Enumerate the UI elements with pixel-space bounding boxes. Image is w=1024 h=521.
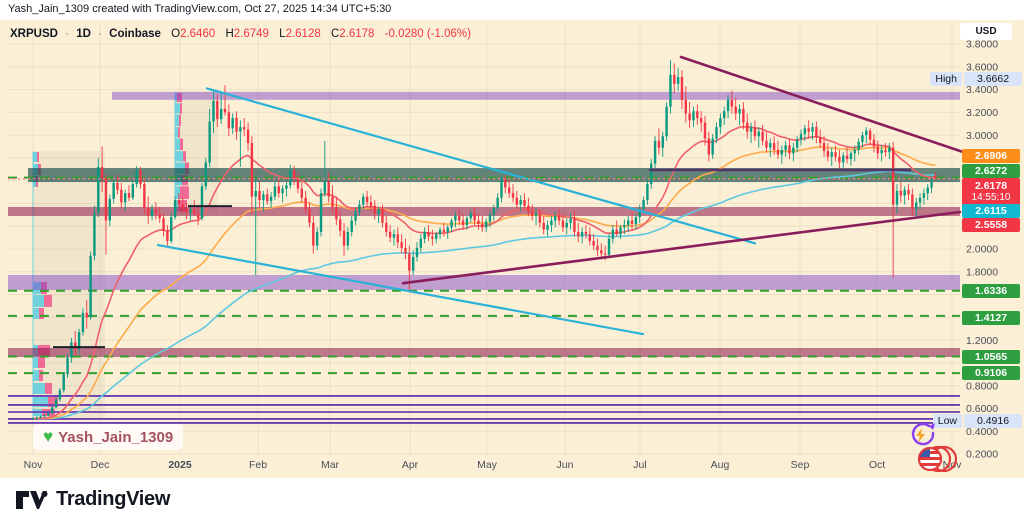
volume-profiles — [32, 91, 218, 419]
svg-text:0.6000: 0.6000 — [966, 403, 998, 415]
svg-text:Feb: Feb — [249, 459, 267, 471]
footer-bar: TradingView — [0, 478, 1024, 521]
last-price-label: 2.6178 14:55:10 — [962, 178, 1020, 206]
user-watermark-name: Yash_Jain_1309 — [58, 428, 174, 446]
svg-text:0.8000: 0.8000 — [966, 380, 998, 392]
legend-separator: · — [98, 28, 102, 40]
svg-text:Mar: Mar — [321, 459, 340, 471]
bar-countdown: 14:55:10 — [971, 192, 1011, 203]
open-label: O — [171, 28, 181, 40]
svg-text:1.8000: 1.8000 — [966, 266, 998, 278]
candlesticks — [31, 59, 937, 420]
level-2-price-label: 1.4127 — [962, 311, 1020, 325]
tradingview-brand-text[interactable]: TradingView — [56, 488, 171, 510]
symbol-legend[interactable]: XRPUSD · 1D · Coinbase O2.6460 H2.6749 L… — [10, 28, 471, 40]
low-label: L — [279, 28, 286, 40]
exchange-label: Coinbase — [109, 28, 161, 40]
low-marker-value: 0.4916 — [964, 414, 1022, 428]
low-value: 2.6128 — [285, 28, 321, 40]
interval-label[interactable]: 1D — [76, 28, 91, 40]
svg-text:2025: 2025 — [168, 459, 192, 471]
chart-grid — [8, 24, 960, 455]
ma-slow-price-label: 2.6115 — [962, 204, 1020, 218]
high-marker-label: High — [930, 72, 962, 86]
svg-text:0.4000: 0.4000 — [966, 426, 998, 438]
svg-text:Jun: Jun — [557, 459, 574, 471]
high-marker: High 3.6662 — [930, 72, 1022, 86]
high-label: H — [225, 28, 234, 40]
price-zone-bands — [8, 91, 960, 357]
axis-labels: 3.80003.60003.40003.20003.00002.20002.00… — [24, 39, 999, 471]
moving-average-lines — [32, 125, 936, 420]
trendline-drawings — [53, 55, 965, 349]
svg-text:1.2000: 1.2000 — [966, 335, 998, 347]
svg-text:Sep: Sep — [791, 459, 810, 471]
svg-text:May: May — [477, 459, 498, 471]
last-price-value: 2.6178 — [974, 180, 1008, 192]
level-4-price-label: 0.9106 — [962, 366, 1020, 380]
low-marker-label: Low — [932, 414, 962, 428]
attribution-text: Yash_Jain_1309 created with TradingView.… — [8, 3, 392, 15]
svg-text:3.0000: 3.0000 — [966, 130, 998, 142]
high-value: 2.6749 — [233, 28, 269, 40]
svg-text:Aug: Aug — [711, 459, 730, 471]
close-label: C — [330, 28, 340, 40]
user-watermark: ♥ Yash_Jain_1309 — [33, 424, 184, 450]
energy-swap-sticker-icon[interactable] — [911, 422, 935, 446]
svg-text:Apr: Apr — [402, 459, 419, 471]
green-level-price-label: 2.6272 — [962, 164, 1020, 178]
low-marker: Low 0.4916 — [932, 414, 1022, 428]
svg-text:Dec: Dec — [91, 459, 110, 471]
chart-stickers[interactable] — [898, 410, 962, 472]
green-heart-icon: ♥ — [43, 427, 54, 446]
change-value: -0.0280 (-1.06%) — [384, 28, 471, 40]
svg-text:Oct: Oct — [869, 459, 885, 471]
legend-separator: · — [65, 28, 69, 40]
purple-support-lines — [8, 395, 960, 424]
svg-text:3.2000: 3.2000 — [966, 107, 998, 119]
level-1-price-label: 1.6336 — [962, 284, 1020, 298]
svg-text:2.0000: 2.0000 — [966, 244, 998, 256]
ma-fast-price-label: 2.5558 — [962, 218, 1020, 232]
svg-text:3.6000: 3.6000 — [966, 61, 998, 73]
high-marker-value: 3.6662 — [964, 72, 1022, 86]
price-chart-canvas[interactable]: 3.80003.60003.40003.20003.00002.20002.00… — [0, 20, 1024, 478]
svg-text:3.8000: 3.8000 — [966, 39, 998, 51]
usa-flag-coin-sticker-icon[interactable] — [917, 445, 958, 472]
chart-area[interactable]: 3.80003.60003.40003.20003.00002.20002.00… — [0, 20, 1024, 478]
tradingview-logo-icon[interactable] — [14, 487, 48, 513]
level-3-price-label: 1.0565 — [962, 350, 1020, 364]
svg-text:Nov: Nov — [24, 459, 43, 471]
open-value: 2.6460 — [180, 28, 216, 40]
svg-text:Jul: Jul — [633, 459, 646, 471]
symbol-name[interactable]: XRPUSD — [10, 28, 58, 40]
ma-mid-price-label: 2.6906 — [962, 149, 1020, 163]
svg-text:0.2000: 0.2000 — [966, 449, 998, 461]
close-value: 2.6178 — [339, 28, 375, 40]
currency-toggle-button[interactable]: USD — [960, 23, 1012, 40]
svg-text:3.4000: 3.4000 — [966, 84, 998, 96]
